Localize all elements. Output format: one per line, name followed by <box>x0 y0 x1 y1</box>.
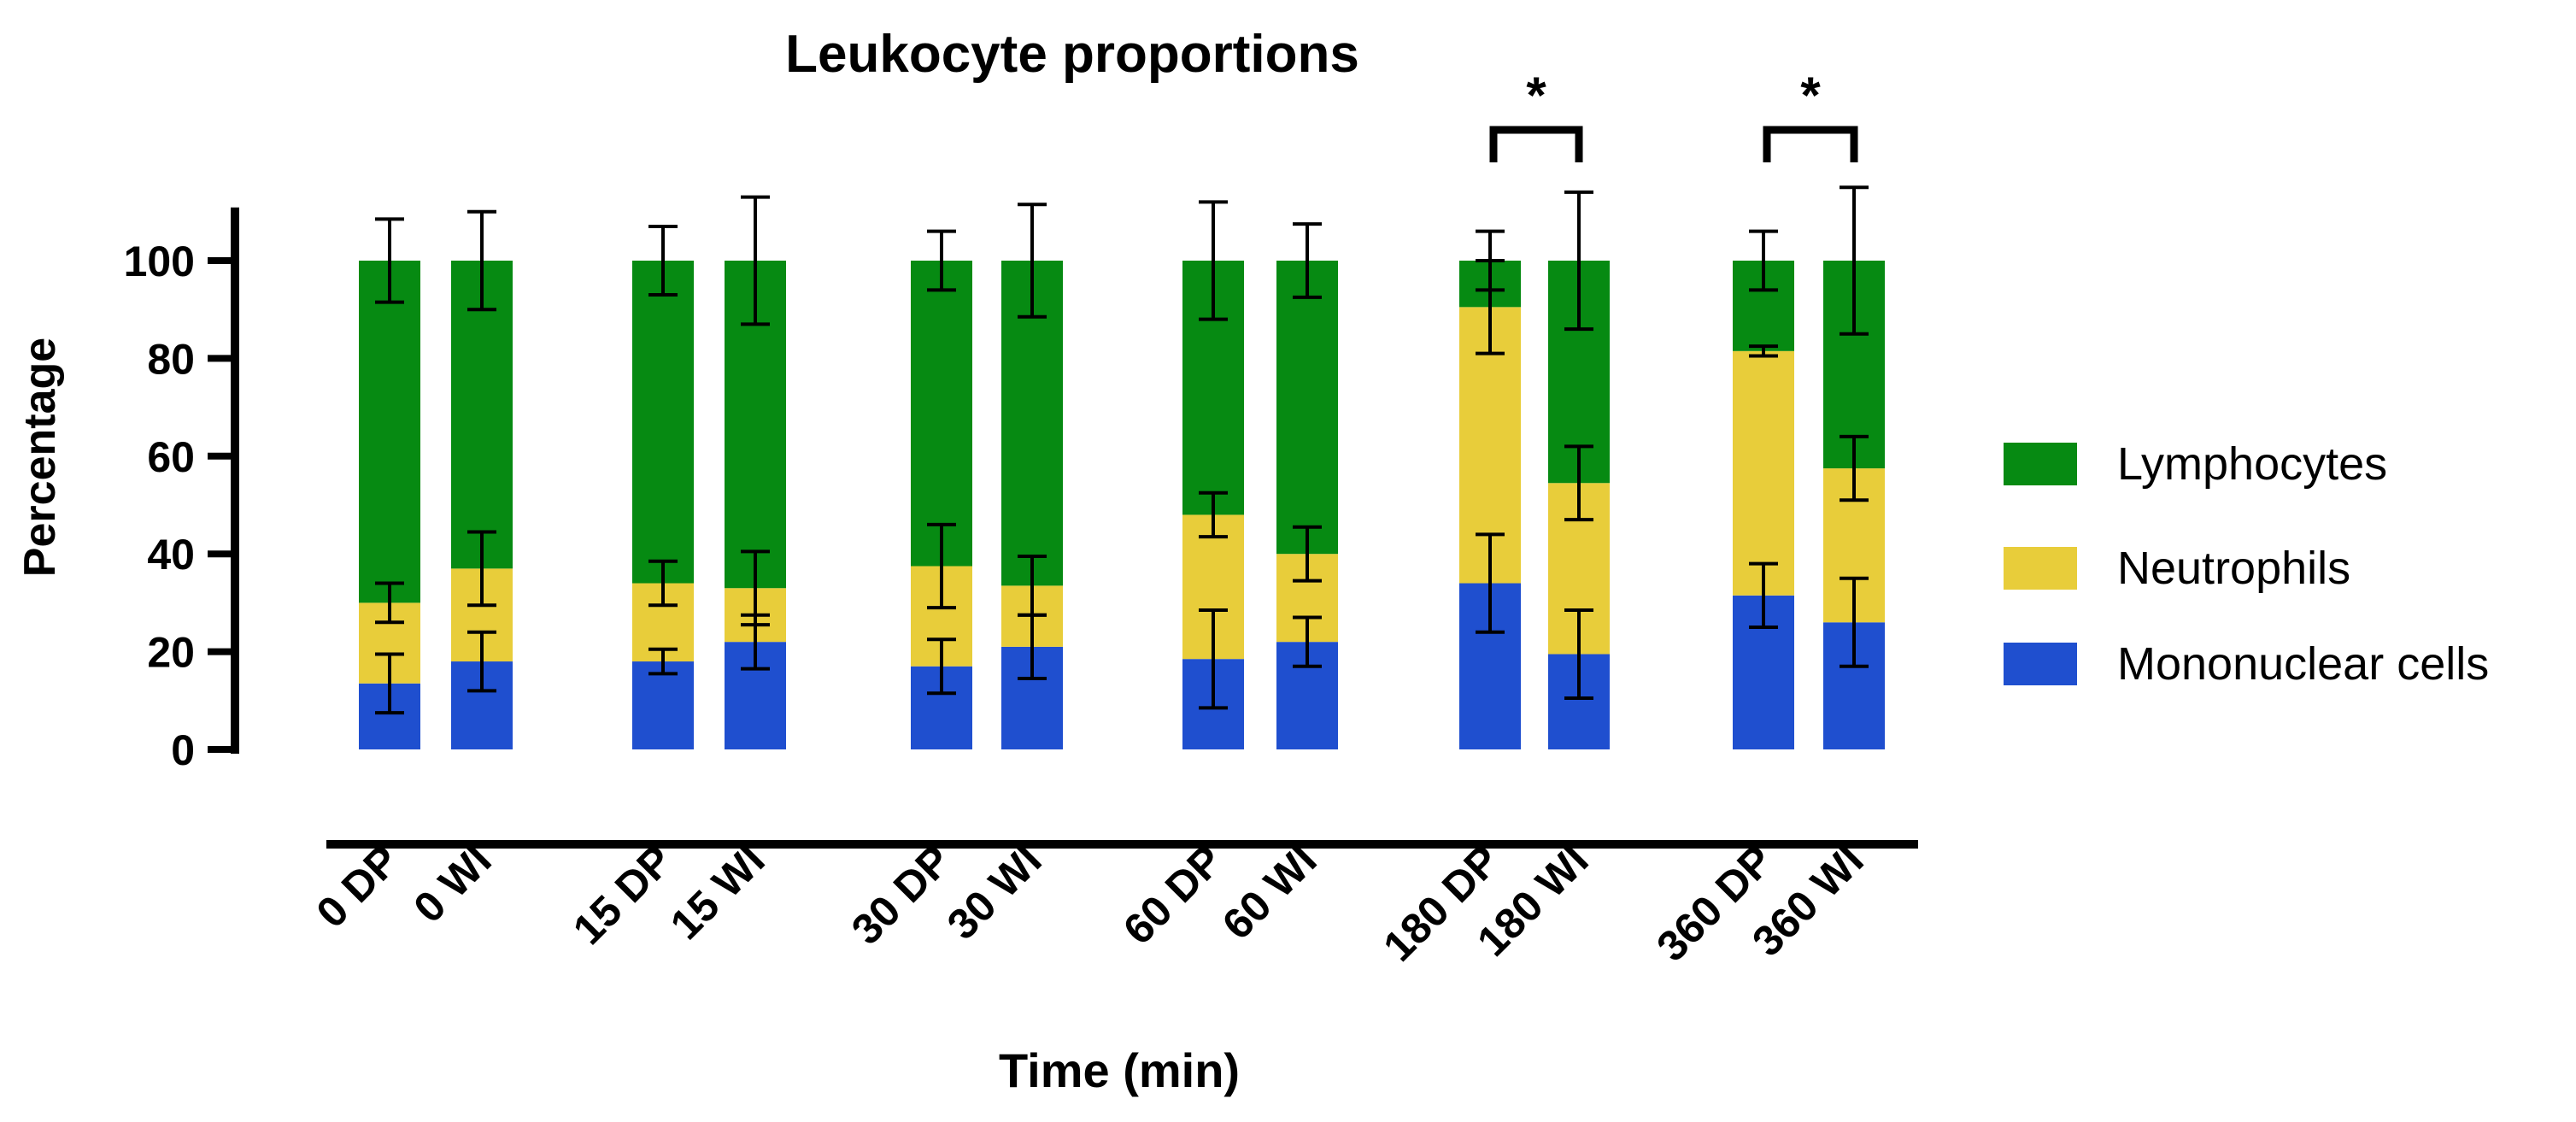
bar-neutrophils <box>1733 350 1794 596</box>
x-tick-label: 0 WI <box>404 836 500 931</box>
chart-title: Leukocyte proportions <box>785 25 1359 84</box>
legend-swatch-mononuclear-cells <box>2004 643 2077 685</box>
x-tick-label: 15 WI <box>661 836 774 949</box>
x-tick-label: 60 WI <box>1213 836 1326 949</box>
significance-bracket <box>1763 126 1858 162</box>
x-tick-label: 30 WI <box>938 836 1051 949</box>
significance-marker: * <box>1800 67 1821 124</box>
x-axis-label: Time (min) <box>999 1043 1240 1097</box>
bar-lymphocytes <box>632 261 694 584</box>
y-tick-label: 60 <box>147 433 195 481</box>
error-bars <box>375 185 1869 715</box>
significance-marker: * <box>1526 67 1546 124</box>
legend: Lymphocytes Neutrophils Mononuclear cells <box>2004 438 2489 690</box>
bar-lymphocytes <box>1276 261 1338 555</box>
legend-label: Lymphocytes <box>2117 438 2387 490</box>
y-tick-label: 80 <box>147 335 195 383</box>
x-tick-label: 30 DP <box>842 836 960 954</box>
bar-lymphocytes <box>911 261 972 567</box>
bar-lymphocytes <box>359 261 420 603</box>
x-tick-label: 0 DP <box>308 836 408 937</box>
y-tick-label: 0 <box>171 726 195 774</box>
significance-bracket <box>1489 126 1583 162</box>
legend-swatch-neutrophils <box>2004 547 2077 590</box>
legend-label: Mononuclear cells <box>2117 638 2489 690</box>
bars <box>359 261 1885 749</box>
y-axis: 0 20 40 60 80 100 <box>124 207 239 774</box>
legend-swatch-lymphocytes <box>2004 443 2077 485</box>
bar-mononuclear-cells <box>632 661 694 749</box>
y-tick-label: 100 <box>124 238 195 285</box>
y-tick-label: 40 <box>147 531 195 579</box>
bar-lymphocytes <box>451 261 513 569</box>
y-tick-label: 20 <box>147 629 195 677</box>
significance-brackets: * * <box>1489 67 1858 162</box>
x-tick-label: 15 DP <box>564 836 682 954</box>
legend-label: Neutrophils <box>2117 543 2350 594</box>
y-axis-label: Percentage <box>15 338 65 577</box>
x-tick-label: 60 DP <box>1114 836 1232 954</box>
